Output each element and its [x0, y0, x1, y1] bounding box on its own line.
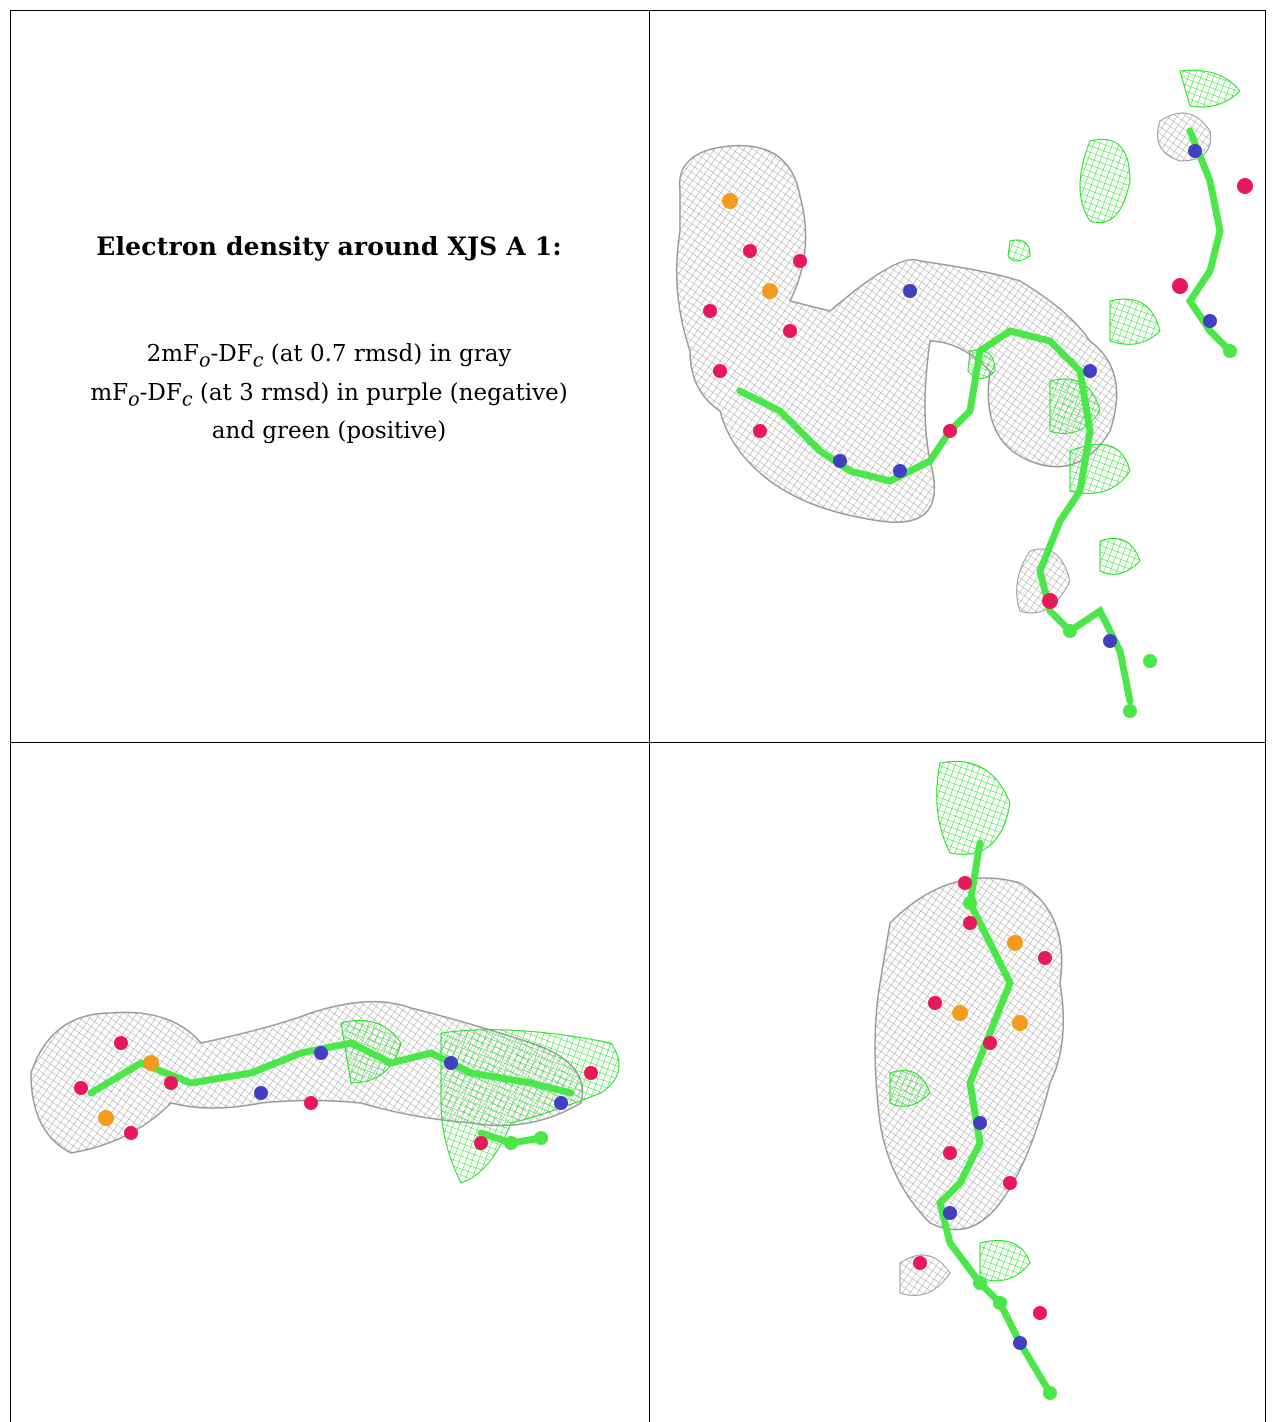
- figure-grid: Electron density around XJS A 1: 2mFo-DF…: [10, 10, 1266, 1422]
- legend-line-difference: mFo-DFc (at 3 rmsd) in purple (negative): [90, 379, 568, 411]
- grid-center-divider: [649, 10, 650, 1422]
- grid-right-border: [1265, 10, 1266, 1422]
- legend-cell: Electron density around XJS A 1: 2mFo-DF…: [10, 10, 648, 742]
- electron-density-view-top-icon: [874, 760, 1065, 1400]
- legend-line-positive: and green (positive): [211, 418, 447, 445]
- grid-top-border: [10, 10, 1266, 11]
- electron-density-view-front-icon: [675, 69, 1253, 718]
- density-view-3: [650, 743, 1265, 1422]
- density-view-1: [650, 11, 1265, 742]
- grid-left-border: [10, 10, 11, 1422]
- legend-title: Electron density around XJS A 1:: [96, 232, 562, 261]
- density-view-2: [11, 743, 649, 1422]
- legend-line-gray: 2mFo-DFc (at 0.7 rmsd) in gray: [146, 341, 512, 372]
- grid-middle-divider: [10, 742, 1266, 743]
- legend-text: 2mFo-DFc (at 0.7 rmsd) in gray mFo-DFc (…: [10, 338, 648, 447]
- electron-density-view-side-icon: [30, 1000, 620, 1184]
